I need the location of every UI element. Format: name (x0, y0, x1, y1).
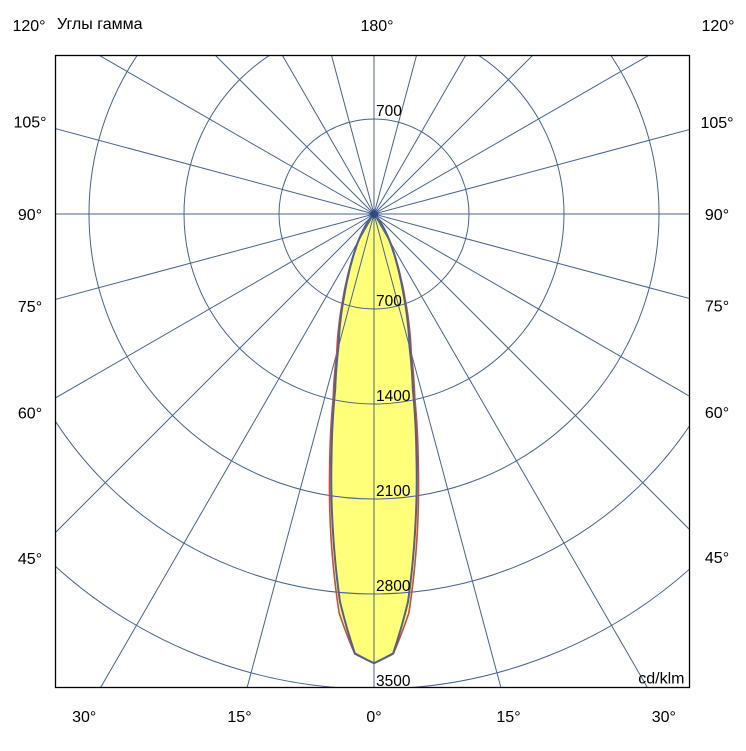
grid-ray-30 (373, 213, 648, 688)
gamma-label-right-105: 105° (700, 115, 733, 132)
chart-title: Углы гамма (57, 16, 143, 33)
unit-label: cd/klm (638, 671, 684, 688)
gamma-label-corner_tr-120: 120° (701, 18, 734, 35)
grid-ray-45 (373, 213, 690, 531)
gamma-label-left-90: 90° (18, 207, 42, 224)
grid-ray-255 (55, 128, 375, 215)
grid-ray-105 (373, 128, 690, 215)
grid-ray-300 (55, 213, 375, 399)
gamma-label-bottom-30: 30° (652, 709, 676, 726)
grid-ray-75 (373, 213, 690, 300)
grid-ray-15 (373, 213, 502, 688)
beam-outline-blue-curve (330, 213, 418, 665)
ring-label-top: 700 (376, 103, 402, 120)
grid-ray-120 (373, 55, 650, 215)
grid-ray-315 (55, 213, 375, 534)
gamma-label-right-75: 75° (705, 299, 729, 316)
gamma-label-left-75: 75° (18, 299, 42, 316)
gamma-label-bottom-15: 15° (496, 709, 520, 726)
ring-label-2800: 2800 (376, 578, 411, 595)
beam-outlines (328, 213, 420, 665)
grid-ray-225 (214, 55, 375, 215)
gamma-label-top-180: 180° (360, 18, 393, 35)
gamma-label-right-60: 60° (705, 405, 729, 422)
grid-ray-330 (100, 213, 375, 688)
plot-border (54, 54, 691, 689)
gamma-label-right-90: 90° (705, 207, 729, 224)
grid-ray-210 (281, 55, 375, 215)
ring-label-3500: 3500 (376, 673, 411, 690)
grid-ray-285 (55, 213, 375, 300)
gamma-label-corner_tl-120: 120° (12, 18, 45, 35)
grid-ray-240 (98, 55, 375, 215)
ring-label-2100: 2100 (376, 483, 411, 500)
grid-ray-195 (331, 55, 375, 215)
gamma-label-left-105: 105° (13, 115, 46, 132)
gamma-label-left-60: 60° (18, 405, 42, 422)
grid-ray-345 (246, 213, 375, 688)
grid-ray-60 (373, 213, 690, 397)
gamma-label-bottom-30: 30° (72, 709, 96, 726)
gamma-label-right-45: 45° (705, 550, 729, 567)
center-point-marker (369, 209, 379, 219)
ring-label-1400: 1400 (376, 388, 411, 405)
grid-ray-135 (373, 55, 534, 215)
grid-ray-165 (373, 55, 417, 215)
gamma-label-bottom-0: 0° (366, 709, 381, 726)
grid-ray-150 (373, 55, 467, 215)
gamma-label-left-45: 45° (18, 551, 42, 568)
gamma-label-bottom-15: 15° (227, 709, 251, 726)
ring-label-700: 700 (376, 293, 402, 310)
